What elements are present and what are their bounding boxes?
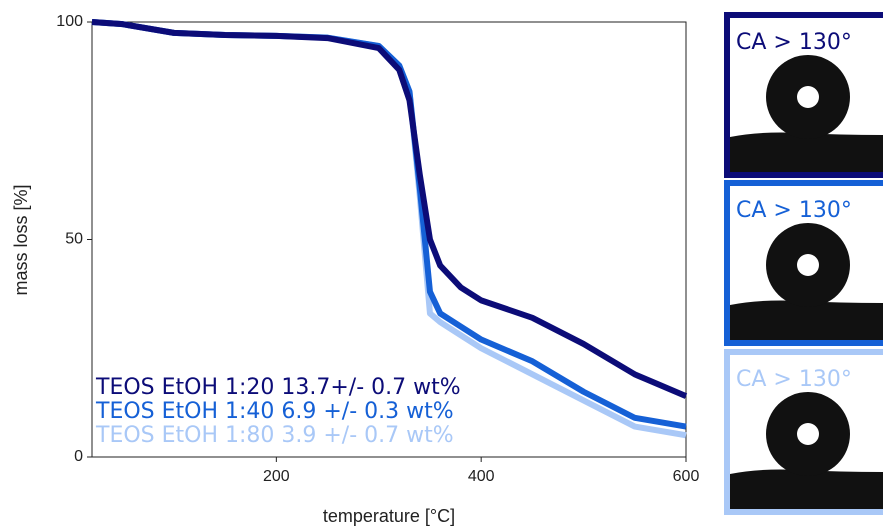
inset-label: CA > 130°	[736, 367, 852, 392]
legend-entry: TEOS EtOH 1:80 3.9 +/- 0.7 wt%	[95, 423, 454, 448]
x-tick-label: 600	[673, 468, 700, 485]
x-axis-label: temperature [°C]	[323, 506, 455, 526]
inset-label: CA > 130°	[736, 198, 852, 223]
inset-drop-highlight	[797, 86, 819, 108]
y-tick-label: 0	[74, 448, 83, 465]
series-line	[91, 19, 687, 439]
inset-label: CA > 130°	[736, 30, 852, 55]
y-tick-label: 50	[65, 231, 83, 248]
inset-drop-highlight	[797, 254, 819, 276]
inset-panel: CA > 130°	[724, 349, 883, 515]
inset-ground	[730, 469, 883, 509]
inset-ground	[730, 132, 883, 172]
series-line	[91, 19, 687, 430]
x-tick-label: 200	[263, 468, 290, 485]
inset-ground	[730, 300, 883, 340]
legend-entry: TEOS EtOH 1:40 6.9 +/- 0.3 wt%	[95, 399, 454, 424]
inset-drop-highlight	[797, 423, 819, 445]
y-axis-label: mass loss [%]	[11, 184, 31, 295]
legend-entry: TEOS EtOH 1:20 13.7+/- 0.7 wt%	[95, 375, 461, 400]
inset-panel: CA > 130°	[724, 180, 883, 346]
x-tick-label: 400	[468, 468, 495, 485]
inset-panel: CA > 130°	[724, 12, 883, 178]
y-tick-label: 100	[56, 13, 83, 30]
series-line	[91, 19, 688, 399]
